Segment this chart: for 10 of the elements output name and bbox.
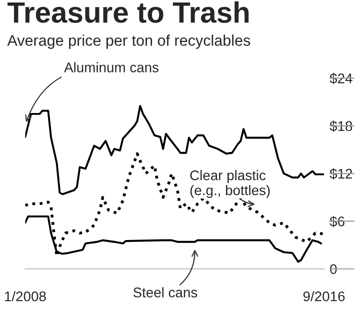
y-tick-label: $18 (330, 120, 352, 132)
y-tick-label: 0 (330, 264, 337, 274)
y-tick-label: $24 (330, 72, 352, 84)
text: Steel cans (133, 287, 198, 298)
chart-title: Treasure to Trash (8, 1, 249, 23)
text: Aluminum cans (64, 62, 158, 72)
x-tick-label: 1/2008 (5, 291, 46, 302)
chart-subtitle: Average price per ton of recyclables (7, 34, 250, 49)
series-label: Clear plastic (e.g., bottles) (190, 170, 270, 198)
x-tick-label: 9/2016 (303, 291, 345, 302)
